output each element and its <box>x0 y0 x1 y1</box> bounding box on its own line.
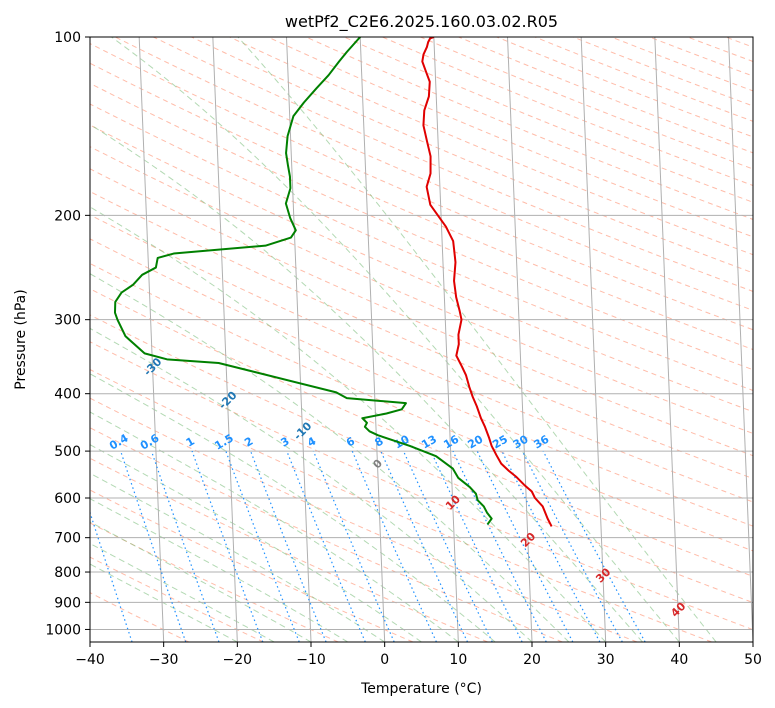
mixing-ratio-line <box>90 510 133 642</box>
moist-adiabat <box>90 472 385 642</box>
moist-adiabat <box>90 411 459 642</box>
y-tick-label: 500 <box>54 444 81 460</box>
x-tick-label: 0 <box>380 652 389 668</box>
y-tick-label: 800 <box>54 565 81 581</box>
mixing-ratio-line <box>351 450 437 642</box>
y-tick-label: 400 <box>54 387 81 403</box>
x-tick-label: −30 <box>149 652 179 668</box>
moist-adiabat <box>111 37 680 642</box>
dry-adiabat <box>90 262 753 552</box>
moist-adiabat <box>90 273 570 642</box>
mixing-ratio-line <box>225 450 300 642</box>
y-tick-label: 200 <box>54 208 81 224</box>
y-tick-label: 700 <box>54 531 81 547</box>
dry-adiabat <box>90 146 753 434</box>
dry-adiabat <box>90 592 190 642</box>
x-axis-title: Temperature (°C) <box>360 681 482 697</box>
mixing-ratio-line <box>542 450 646 642</box>
x-tick-label: −20 <box>223 652 253 668</box>
dry-adiabat <box>90 103 753 392</box>
chart-title: wetPf2_C2E6.2025.160.03.02.R05 <box>285 12 558 32</box>
isotherm-gridline <box>212 37 238 642</box>
isotherm-gridline <box>507 37 533 642</box>
x-tick-label: 10 <box>449 652 467 668</box>
dry-adiabat <box>153 37 753 292</box>
y-tick-label: 900 <box>54 595 81 611</box>
dry-adiabat <box>90 168 753 457</box>
x-tick-label: 20 <box>523 652 541 668</box>
isotherm-gridline <box>433 37 459 642</box>
dry-adiabat <box>90 368 712 642</box>
mixing-ratio-line <box>521 450 623 642</box>
mixing-ratio-line <box>191 450 264 642</box>
moist-adiabat <box>90 444 422 642</box>
x-tick-label: −10 <box>296 652 326 668</box>
isotherm-gridline <box>654 37 680 642</box>
moist-adiabat <box>90 327 533 642</box>
isotherm-gridline <box>728 37 753 642</box>
dry-adiabat <box>90 238 753 527</box>
x-tick-label: 40 <box>670 652 688 668</box>
dry-adiabat <box>90 522 339 642</box>
isotherm-gridline <box>286 37 312 642</box>
isotherm-gridline <box>138 37 165 642</box>
dry-adiabat <box>90 341 753 631</box>
axes: −40 −30 −20 −10 0 10 20 30 40 50 100 200 300 400 500 60… <box>45 30 762 668</box>
mixing-ratio-line <box>402 450 493 642</box>
temperature-profile-line <box>421 37 553 527</box>
mixing-ratio-line <box>380 450 469 642</box>
plot-frame <box>89 36 754 643</box>
y-axis-title: Pressure (hPa) <box>13 289 29 389</box>
dry-adiabat <box>90 62 753 351</box>
mixing-ratio-line <box>250 450 327 642</box>
isotherm-gridline <box>580 37 607 642</box>
moist-adiabat <box>90 373 496 642</box>
moist-adiabat <box>90 123 643 642</box>
isotherm-gridline <box>359 37 386 642</box>
dry-adiabat <box>90 489 414 642</box>
y-tick-label: 600 <box>54 491 81 507</box>
dry-adiabat <box>90 43 753 331</box>
x-tick-label: 30 <box>597 652 615 668</box>
y-tick-label: 300 <box>54 313 81 329</box>
x-tick-label: 50 <box>744 652 762 668</box>
dry-adiabat <box>90 427 563 642</box>
x-tick-label: −40 <box>75 652 105 668</box>
dewpoint-profile-line <box>113 37 493 526</box>
moist-adiabat <box>90 498 349 642</box>
dry-adiabat <box>90 214 753 503</box>
y-tick-label: 1000 <box>45 622 81 638</box>
moist-adiabat <box>90 206 607 642</box>
moist-adiabat <box>237 37 717 642</box>
y-tick-label: 100 <box>54 30 81 46</box>
